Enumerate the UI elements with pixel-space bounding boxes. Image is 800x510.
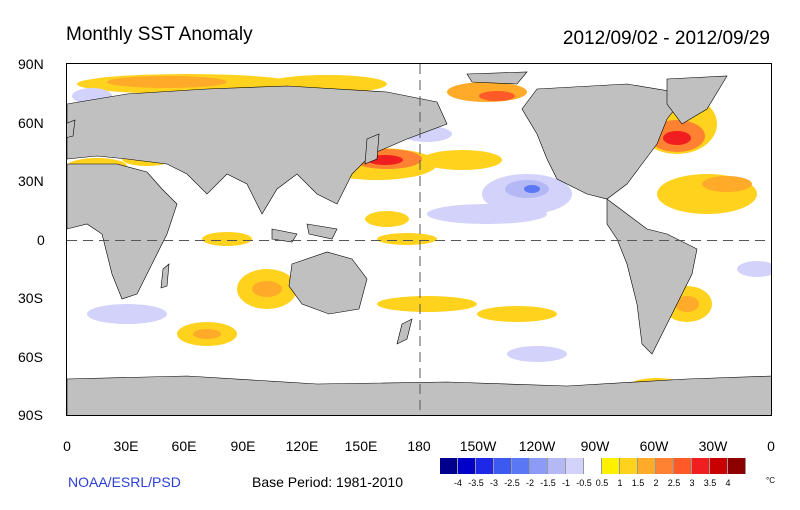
lon-label: 60E	[171, 438, 197, 454]
map-title: Monthly SST Anomaly	[66, 24, 253, 45]
colorbar-tick-label: 2	[653, 478, 659, 488]
lon-label: 0	[767, 438, 775, 454]
colorbar-tick-label: -1.5	[540, 478, 556, 488]
base-period: Base Period: 1981-2010	[252, 474, 403, 490]
lon-label: 30W	[698, 438, 728, 454]
colorbar-tick-label: -2.5	[504, 478, 520, 488]
colorbar-swatch	[620, 458, 638, 474]
lon-label: 90E	[230, 438, 256, 454]
colorbar-swatch	[584, 458, 602, 474]
lon-label: 180	[407, 438, 431, 454]
colorbar-swatch	[440, 458, 458, 474]
colorbar-swatch	[458, 458, 476, 474]
colorbar-swatch	[548, 458, 566, 474]
colorbar-tick-label: 0.5	[595, 478, 609, 488]
colorbar-swatch	[656, 458, 674, 474]
map-canvas	[67, 64, 771, 415]
colorbar-tick-label: -2	[525, 478, 535, 488]
colorbar-swatch	[692, 458, 710, 474]
colorbar-swatch	[530, 458, 548, 474]
cool-anomalies	[72, 88, 771, 362]
colorbar-swatch	[710, 458, 728, 474]
colorbar-tick-label: -3.5	[468, 478, 484, 488]
colorbar-tick-label: 1.5	[631, 478, 645, 488]
lat-label: 30S	[18, 290, 43, 306]
colorbar-swatch	[512, 458, 530, 474]
lon-label: 60W	[639, 438, 669, 454]
colorbar-tick-label: -0.5	[576, 478, 592, 488]
credit-text: NOAA/ESRL/PSD	[68, 474, 181, 490]
lon-label: 30E	[113, 438, 139, 454]
colorbar-swatch	[494, 458, 512, 474]
colorbar-swatch	[602, 458, 620, 474]
colorbar-unit: °C	[766, 476, 775, 485]
lat-label: 60S	[18, 349, 43, 365]
colorbar-tick-label: 4	[725, 478, 731, 488]
colorbar-tick-label: 3.5	[703, 478, 717, 488]
land	[67, 71, 771, 415]
colorbar-tick-label: -1	[561, 478, 571, 488]
lon-label: 0	[63, 438, 71, 454]
lat-label: 90S	[18, 407, 43, 423]
lon-label: 120W	[518, 438, 556, 454]
date-range: 2012/09/02 - 2012/09/29	[562, 28, 770, 49]
colorbar-tick-label: -4	[453, 478, 463, 488]
colorbar-swatch	[566, 458, 584, 474]
lon-label: 90W	[580, 438, 610, 454]
colorbar-tick-label: 2.5	[667, 478, 681, 488]
lat-label: 30N	[18, 173, 44, 189]
colorbar-tick-label: -3	[489, 478, 499, 488]
colorbar-tick-label: 1	[617, 478, 623, 488]
colorbar-swatch	[476, 458, 494, 474]
colorbar-swatch	[728, 458, 746, 474]
colorbar-tick-label: 3	[689, 478, 695, 488]
lat-label: 0	[37, 232, 45, 248]
lon-label: 150E	[344, 438, 378, 454]
lon-label: 120E	[285, 438, 319, 454]
sst-anomaly-map	[66, 63, 772, 416]
colorbar-labels: -4 -3.5 -3 -2.5 -2 -1.5 -1 -0.5 0.5 1 1.5 2 2.5 3 3.5 4	[440, 478, 780, 490]
colorbar	[440, 458, 746, 474]
lon-label: 150W	[459, 438, 497, 454]
colorbar-swatch	[638, 458, 656, 474]
lat-label: 60N	[18, 115, 44, 131]
lat-label: 90N	[18, 56, 44, 72]
colorbar-swatch	[674, 458, 692, 474]
